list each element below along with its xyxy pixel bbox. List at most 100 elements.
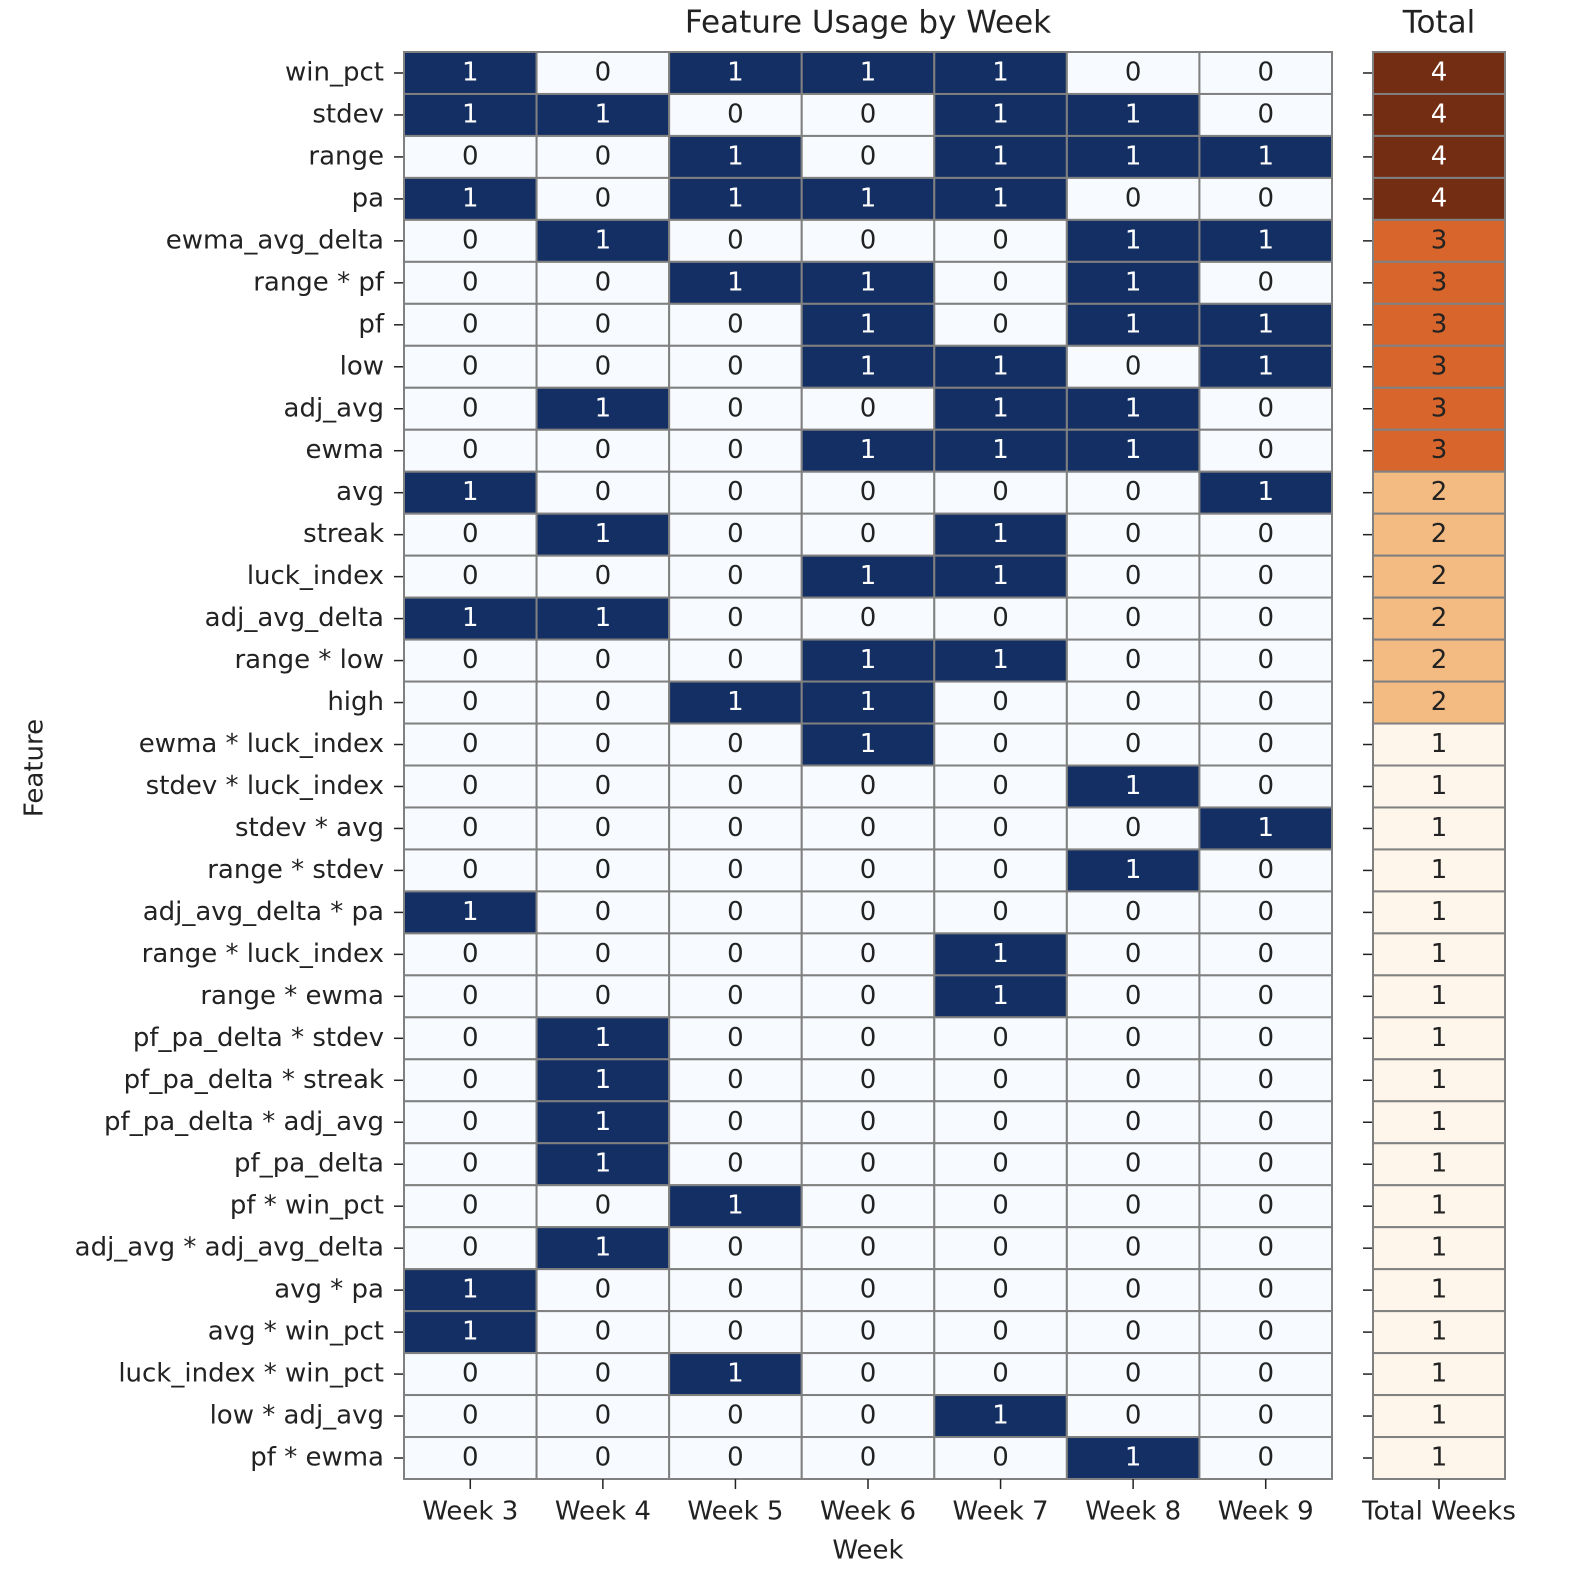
heatmap-cell bbox=[933, 92, 1068, 137]
cell-label: 1 bbox=[1431, 981, 1448, 1011]
heatmap-cell bbox=[535, 1394, 671, 1439]
heatmap-cell bbox=[1372, 1268, 1506, 1313]
cell-label: 0 bbox=[595, 351, 612, 381]
cell-label: 0 bbox=[1125, 1023, 1142, 1053]
cell-label: 0 bbox=[595, 309, 612, 339]
cell-label: 0 bbox=[462, 519, 479, 549]
cell-label: 0 bbox=[860, 939, 877, 969]
y-tick-label: ewma * luck_index bbox=[139, 729, 384, 759]
cell-label: 1 bbox=[1257, 351, 1274, 381]
heatmap-cell bbox=[1198, 176, 1334, 221]
heatmap-cell bbox=[933, 260, 1068, 305]
cell-label: 0 bbox=[727, 939, 744, 969]
cell-label: 1 bbox=[727, 141, 744, 171]
cell-label: 1 bbox=[860, 645, 877, 675]
cell-label: 0 bbox=[1257, 603, 1274, 633]
cell-label: 0 bbox=[727, 1149, 744, 1179]
x-tick-label: Week 7 bbox=[953, 1497, 1049, 1527]
cell-label: 0 bbox=[992, 1023, 1009, 1053]
cell-label: 1 bbox=[595, 1023, 612, 1053]
cell-label: 4 bbox=[1431, 99, 1448, 129]
cell-label: 0 bbox=[727, 561, 744, 591]
cell-label: 0 bbox=[860, 771, 877, 801]
y-axis-label: Feature bbox=[20, 719, 50, 817]
cell-label: 0 bbox=[1257, 1275, 1274, 1305]
total-title: Total bbox=[1402, 5, 1475, 41]
cell-label: 0 bbox=[727, 99, 744, 129]
heatmap-cell bbox=[1372, 1016, 1506, 1061]
heatmap-cell bbox=[535, 722, 671, 767]
heatmap-cell bbox=[933, 344, 1068, 389]
heatmap-cell bbox=[800, 890, 936, 935]
cell-label: 1 bbox=[1125, 309, 1142, 339]
cell-label: 1 bbox=[860, 729, 877, 759]
cell-label: 0 bbox=[1257, 519, 1274, 549]
heatmap-cell bbox=[1198, 848, 1334, 893]
cell-label: 0 bbox=[992, 477, 1009, 507]
cell-label: 0 bbox=[1257, 855, 1274, 885]
heatmap-cell bbox=[1198, 1352, 1334, 1397]
cell-label: 0 bbox=[1125, 645, 1142, 675]
y-tick-label: adj_avg * adj_avg_delta bbox=[75, 1233, 384, 1263]
cell-label: 0 bbox=[727, 1023, 744, 1053]
heatmap-cell bbox=[800, 1436, 936, 1481]
heatmap-cell bbox=[1372, 974, 1506, 1019]
cell-label: 0 bbox=[1257, 1317, 1274, 1347]
cell-label: 0 bbox=[860, 1191, 877, 1221]
cell-label: 0 bbox=[860, 1107, 877, 1137]
heatmap-cell bbox=[1065, 470, 1201, 515]
cell-label: 0 bbox=[1125, 729, 1142, 759]
cell-label: 0 bbox=[595, 1275, 612, 1305]
cell-label: 0 bbox=[595, 183, 612, 213]
heatmap-cell bbox=[1065, 848, 1201, 893]
cell-label: 0 bbox=[860, 855, 877, 885]
heatmap-cell bbox=[1065, 806, 1201, 851]
heatmap-cell bbox=[403, 680, 538, 725]
heatmap-cell bbox=[800, 1226, 936, 1271]
cell-label: 1 bbox=[1431, 1317, 1448, 1347]
y-tick-label: win_pct bbox=[285, 57, 384, 87]
cell-label: 0 bbox=[1125, 1149, 1142, 1179]
heatmap-cell bbox=[403, 1226, 538, 1271]
cell-label: 0 bbox=[860, 1401, 877, 1431]
heatmap-cell bbox=[535, 1226, 671, 1271]
cell-label: 1 bbox=[992, 561, 1009, 591]
y-tick-label: avg bbox=[336, 477, 384, 507]
cell-label: 0 bbox=[1257, 1107, 1274, 1137]
cell-label: 0 bbox=[992, 729, 1009, 759]
x-axis-label: Week bbox=[832, 1536, 903, 1566]
heatmap-cell bbox=[668, 1184, 803, 1229]
y-tick-label: ewma_avg_delta bbox=[166, 225, 384, 255]
heatmap-cell bbox=[403, 974, 538, 1019]
cell-label: 1 bbox=[462, 1275, 479, 1305]
y-tick-label: adj_avg_delta bbox=[205, 603, 384, 633]
cell-label: 0 bbox=[1125, 1275, 1142, 1305]
cell-label: 2 bbox=[1431, 645, 1448, 675]
cell-label: 0 bbox=[1257, 1023, 1274, 1053]
cell-label: 0 bbox=[462, 351, 479, 381]
cell-label: 0 bbox=[595, 141, 612, 171]
cell-label: 0 bbox=[595, 687, 612, 717]
cell-label: 1 bbox=[1125, 99, 1142, 129]
heatmap-cell bbox=[1198, 680, 1334, 725]
heatmap-cell bbox=[1372, 1058, 1506, 1103]
cell-label: 1 bbox=[992, 141, 1009, 171]
cell-label: 0 bbox=[462, 393, 479, 423]
cell-label: 1 bbox=[1431, 855, 1448, 885]
heatmap-cell bbox=[668, 1268, 803, 1313]
heatmap-cell bbox=[535, 51, 671, 95]
cell-label: 0 bbox=[595, 561, 612, 591]
heatmap-cell bbox=[1372, 218, 1506, 263]
cell-label: 1 bbox=[992, 435, 1009, 465]
cell-label: 0 bbox=[1125, 477, 1142, 507]
cell-label: 2 bbox=[1431, 561, 1448, 591]
heatmap-cell bbox=[1372, 134, 1506, 179]
cell-label: 1 bbox=[595, 1065, 612, 1095]
cell-label: 0 bbox=[462, 1107, 479, 1137]
heatmap-cell bbox=[668, 932, 803, 977]
heatmap-cell bbox=[668, 890, 803, 935]
cell-label: 1 bbox=[860, 309, 877, 339]
cell-label: 0 bbox=[727, 1401, 744, 1431]
cell-label: 0 bbox=[462, 855, 479, 885]
cell-label: 1 bbox=[860, 351, 877, 381]
